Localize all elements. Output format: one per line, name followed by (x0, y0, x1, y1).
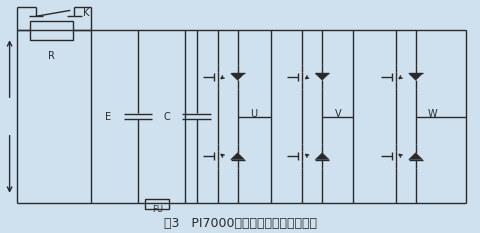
Polygon shape (230, 153, 245, 160)
Text: U: U (250, 109, 257, 119)
Text: K: K (83, 8, 89, 18)
Text: 图3   PI7000矢量变频器主回路结构图: 图3 PI7000矢量变频器主回路结构图 (164, 217, 316, 230)
Bar (30, 21, 73, 40)
Text: R: R (48, 51, 55, 61)
Text: FU: FU (152, 205, 163, 214)
Polygon shape (315, 153, 329, 160)
Text: C: C (164, 112, 170, 121)
Polygon shape (230, 73, 245, 80)
Polygon shape (408, 153, 422, 160)
Text: V: V (335, 109, 341, 119)
Polygon shape (315, 73, 329, 80)
Bar (145, 199, 169, 209)
Polygon shape (408, 73, 422, 80)
Text: E: E (106, 112, 111, 121)
Text: W: W (428, 109, 438, 119)
